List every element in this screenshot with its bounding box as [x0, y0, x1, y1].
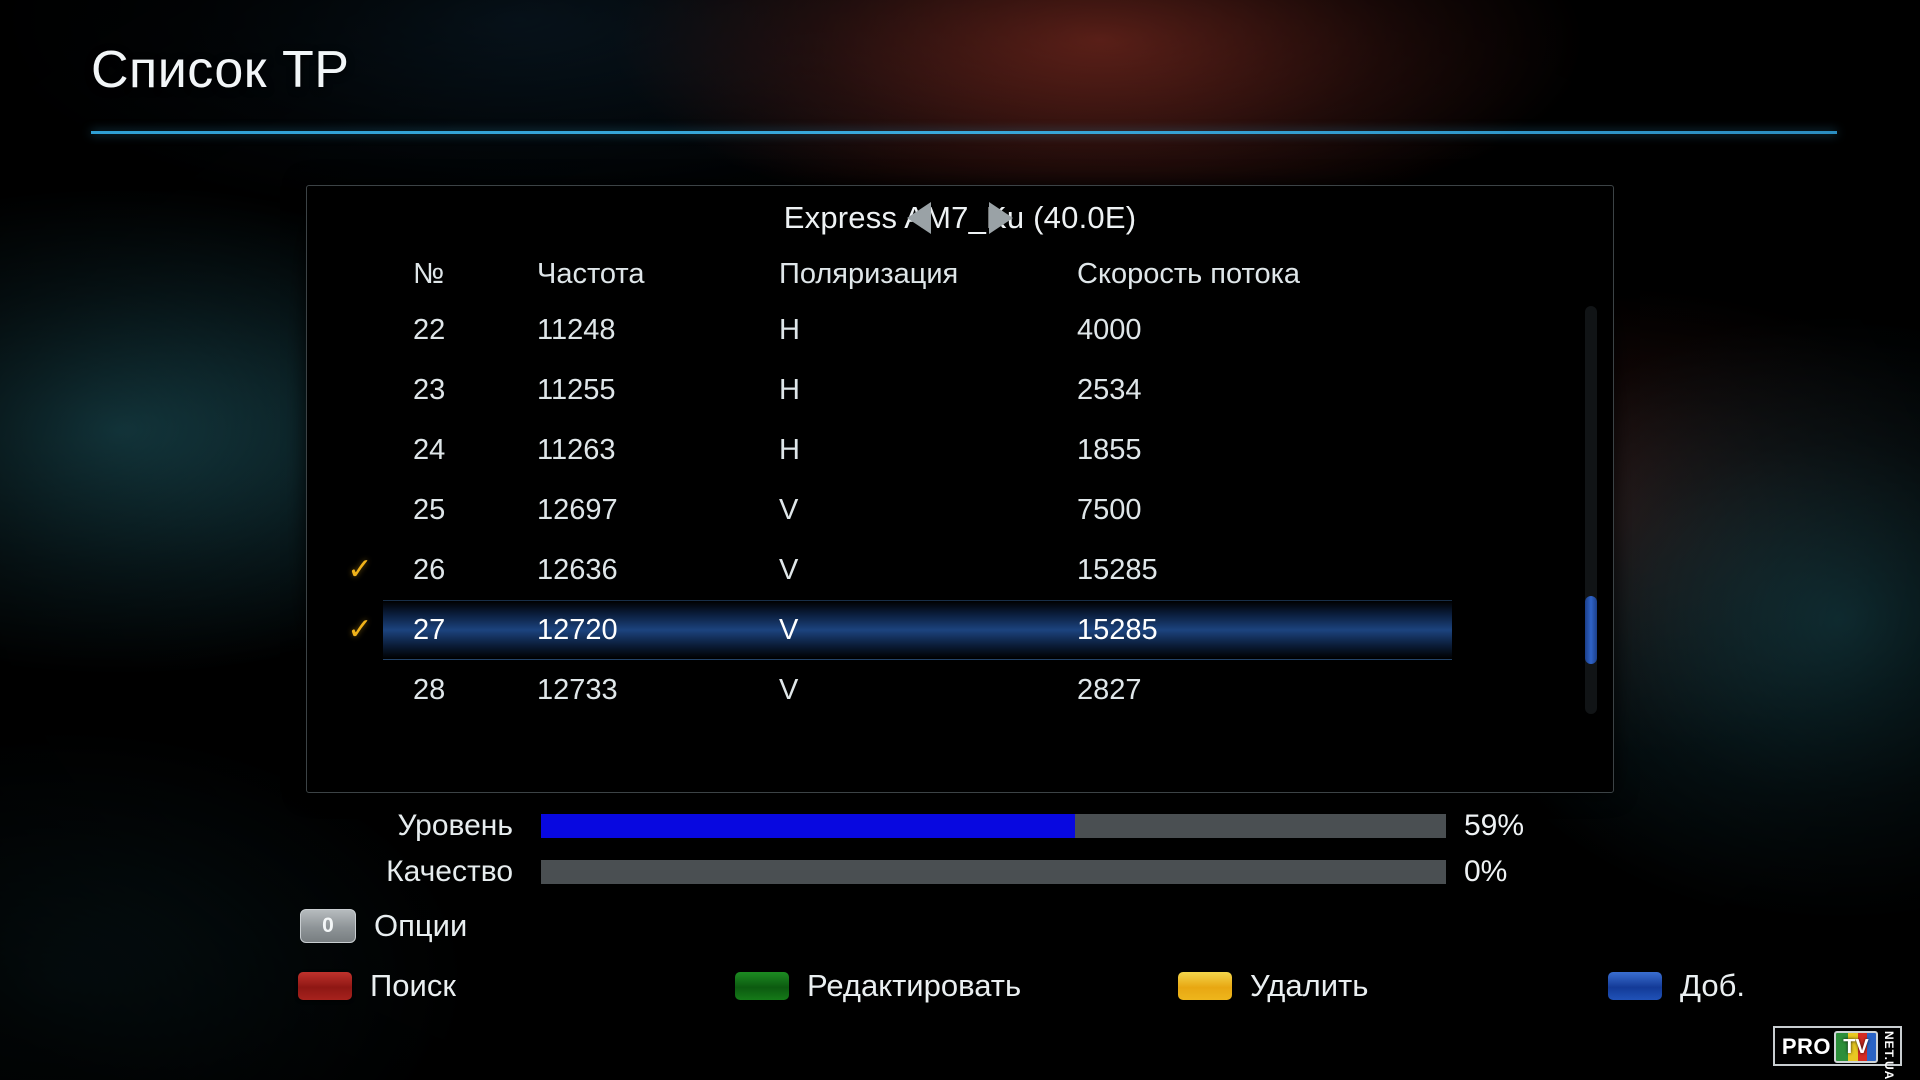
cell-polarization: V	[779, 493, 799, 526]
transponder-list-panel: Express AM7_Ku (40.0E) № Частота Поляриз…	[306, 185, 1614, 793]
green-key-icon	[735, 972, 789, 1000]
red-key-icon	[298, 972, 352, 1000]
cell-polarization: H	[779, 373, 800, 406]
table-row[interactable]: 25 12697 V 7500	[307, 480, 1613, 540]
list-scrollbar-track[interactable]	[1585, 306, 1597, 714]
meter-value: 59%	[1464, 809, 1525, 842]
triangle-right-icon[interactable]	[989, 202, 1013, 234]
cell-symbolrate: 2827	[1077, 673, 1142, 706]
color-key-search[interactable]: Поиск	[298, 968, 456, 1004]
cell-symbolrate: 2534	[1077, 373, 1142, 406]
watermark-pro-text: PRO	[1781, 1034, 1831, 1059]
options-row[interactable]: 0 Опции	[300, 908, 467, 944]
yellow-key-icon	[1178, 972, 1232, 1000]
satellite-name: Express AM7_Ku (40.0E)	[783, 200, 1137, 235]
meter-label: Уровень	[397, 809, 513, 842]
title-divider	[91, 131, 1837, 134]
triangle-left-icon[interactable]	[907, 202, 931, 234]
meter-label: Качество	[386, 855, 513, 888]
cell-number: 25	[413, 493, 446, 526]
cell-frequency: 12636	[537, 553, 618, 586]
cell-frequency: 12697	[537, 493, 618, 526]
options-label: Опции	[374, 908, 468, 943]
watermark-tv-text: TV	[1843, 1035, 1869, 1058]
blue-key-icon	[1608, 972, 1662, 1000]
meter-value: 0%	[1464, 855, 1508, 888]
cell-frequency: 11263	[537, 433, 616, 466]
table-header-row: № Частота Поляризация Скорость потока	[307, 248, 1613, 300]
color-key-edit-label: Редактировать	[807, 968, 1022, 1003]
meter-row: Уровень 59%	[306, 803, 1666, 849]
table-row[interactable]: 24 11263 H 1855	[307, 420, 1613, 480]
cell-number: 27	[413, 613, 446, 646]
options-badge: 0	[300, 909, 356, 943]
list-scrollbar-thumb[interactable]	[1585, 596, 1597, 664]
cell-symbolrate: 15285	[1077, 613, 1158, 646]
cell-polarization: H	[779, 433, 800, 466]
cell-number: 22	[413, 313, 446, 346]
color-key-add[interactable]: Доб.	[1608, 968, 1745, 1004]
cell-frequency: 12733	[537, 673, 618, 706]
table-row[interactable]: ✓ 26 12636 V 15285	[307, 540, 1613, 600]
table-row[interactable]: 22 11248 H 4000	[307, 300, 1613, 360]
cell-polarization: V	[779, 673, 799, 706]
checkmark-glyph: ✓	[347, 552, 373, 586]
cell-symbolrate: 15285	[1077, 553, 1158, 586]
cell-symbolrate: 7500	[1077, 493, 1142, 526]
cell-number: 23	[413, 373, 446, 406]
meter-bar-fill	[541, 814, 1075, 838]
tv-screen-icon: TV	[1834, 1031, 1878, 1063]
column-header-symbolrate: Скорость потока	[1077, 257, 1301, 290]
column-header-number: №	[413, 257, 445, 290]
cell-polarization: V	[779, 613, 799, 646]
cell-polarization: H	[779, 313, 800, 346]
checkmark-glyph: ✓	[347, 612, 373, 646]
cell-frequency: 12720	[537, 613, 618, 646]
table-row[interactable]: 28 12733 V 2827	[307, 660, 1613, 720]
meter-bar-track	[541, 814, 1446, 838]
cell-number: 26	[413, 553, 446, 586]
watermark-net-text: NET.UA	[1882, 1031, 1896, 1080]
meter-bar-track	[541, 860, 1446, 884]
cell-symbolrate: 4000	[1077, 313, 1142, 346]
cell-number: 24	[413, 433, 446, 466]
cell-symbolrate: 1855	[1077, 433, 1142, 466]
checkmark-icon[interactable]: ✓	[307, 614, 413, 647]
table-row[interactable]: ✓ 27 12720 V 15285	[307, 600, 1613, 660]
cell-number: 28	[413, 673, 446, 706]
color-key-search-label: Поиск	[370, 968, 456, 1003]
satellite-selector[interactable]: Express AM7_Ku (40.0E)	[307, 186, 1613, 250]
signal-meters: Уровень 59% Качество 0%	[306, 803, 1666, 895]
meter-row: Качество 0%	[306, 849, 1666, 895]
cell-frequency: 11255	[537, 373, 616, 406]
watermark-logo: PRO TV NET.UA	[1772, 1026, 1902, 1080]
cell-frequency: 11248	[537, 313, 616, 346]
color-key-bar: Поиск Редактировать Удалить Доб.	[0, 968, 1920, 1028]
column-header-frequency: Частота	[537, 257, 645, 290]
color-key-delete[interactable]: Удалить	[1178, 968, 1368, 1004]
checkmark-icon[interactable]: ✓	[307, 554, 413, 587]
page-title: Список ТР	[91, 41, 350, 99]
color-key-add-label: Доб.	[1680, 968, 1745, 1003]
cell-polarization: V	[779, 553, 799, 586]
transponder-table: № Частота Поляризация Скорость потока 22…	[307, 248, 1613, 720]
column-header-polarization: Поляризация	[779, 257, 959, 290]
table-row[interactable]: 23 11255 H 2534	[307, 360, 1613, 420]
color-key-delete-label: Удалить	[1250, 968, 1369, 1003]
color-key-edit[interactable]: Редактировать	[735, 968, 1021, 1004]
